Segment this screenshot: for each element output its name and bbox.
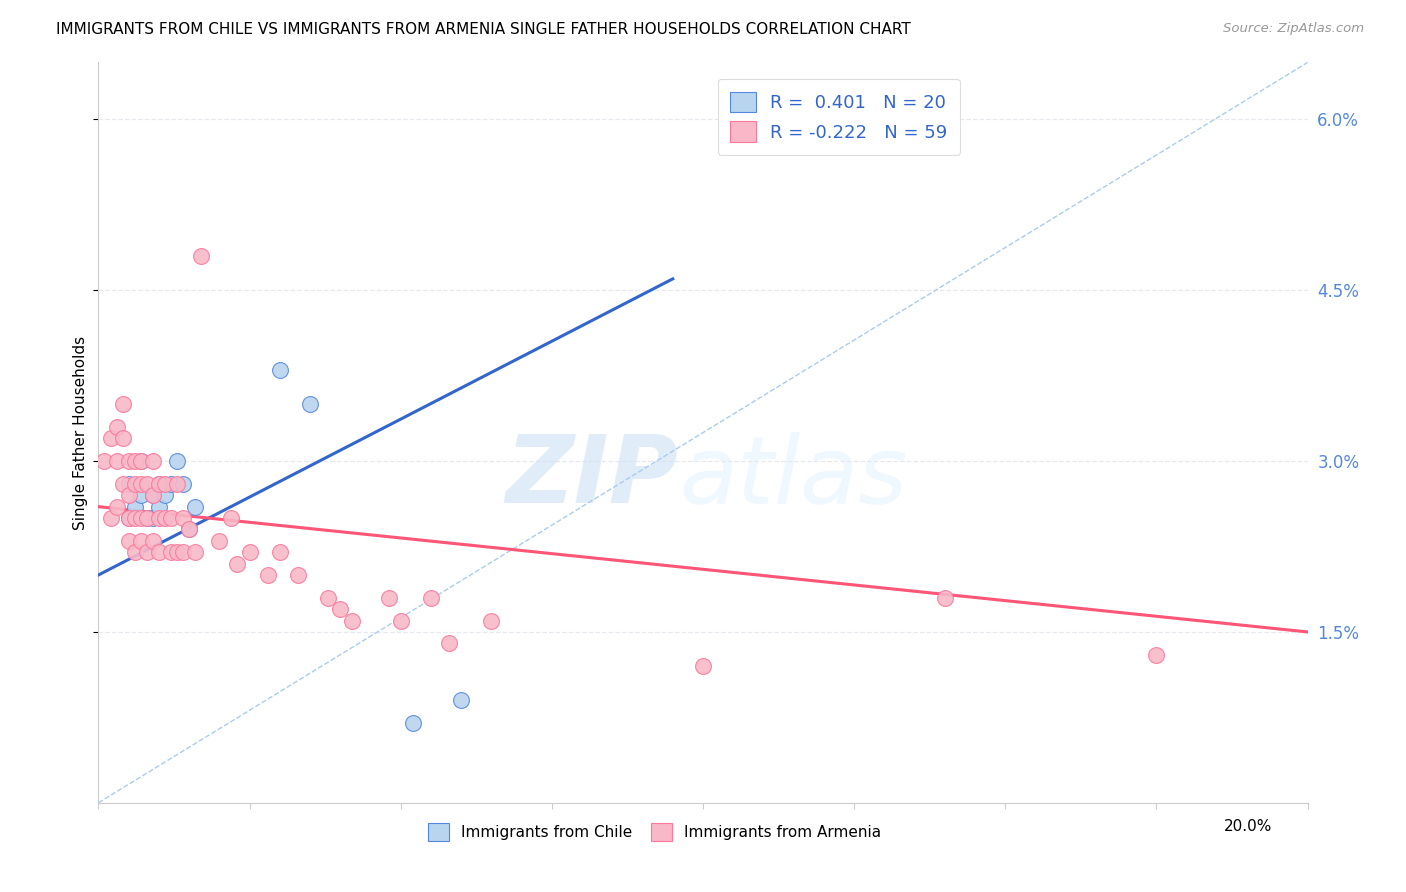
Point — [142, 533, 165, 548]
Text: atlas: atlas — [679, 432, 907, 523]
Point — [172, 476, 194, 491]
Point — [153, 511, 176, 525]
Point — [179, 523, 201, 537]
Point — [239, 545, 262, 559]
Point — [160, 476, 183, 491]
Point — [166, 476, 188, 491]
Point — [420, 591, 443, 605]
Point — [377, 591, 399, 605]
Point — [142, 454, 165, 468]
Point — [437, 636, 460, 650]
Point — [329, 602, 352, 616]
Point — [93, 454, 115, 468]
Y-axis label: Single Father Households: Single Father Households — [73, 335, 87, 530]
Point — [105, 500, 128, 514]
Point — [190, 249, 212, 263]
Point — [105, 420, 128, 434]
Point — [269, 363, 291, 377]
Point — [124, 454, 146, 468]
Text: ZIP: ZIP — [506, 431, 679, 523]
Point — [450, 693, 472, 707]
Point — [402, 716, 425, 731]
Point — [208, 533, 231, 548]
Point — [111, 397, 134, 411]
Text: 20.0%: 20.0% — [1225, 819, 1272, 834]
Point — [135, 511, 157, 525]
Point — [153, 476, 176, 491]
Point — [105, 454, 128, 468]
Point — [148, 545, 170, 559]
Point — [172, 511, 194, 525]
Point — [269, 545, 291, 559]
Point — [299, 397, 322, 411]
Point — [316, 591, 339, 605]
Point — [129, 488, 152, 502]
Point — [118, 488, 141, 502]
Point — [118, 476, 141, 491]
Point — [111, 431, 134, 445]
Point — [118, 533, 141, 548]
Point — [118, 511, 141, 525]
Point — [256, 568, 278, 582]
Point — [389, 614, 412, 628]
Point — [184, 500, 207, 514]
Point — [934, 591, 956, 605]
Point — [118, 511, 141, 525]
Point — [129, 454, 152, 468]
Point — [142, 488, 165, 502]
Point — [135, 476, 157, 491]
Text: IMMIGRANTS FROM CHILE VS IMMIGRANTS FROM ARMENIA SINGLE FATHER HOUSEHOLDS CORREL: IMMIGRANTS FROM CHILE VS IMMIGRANTS FROM… — [56, 22, 911, 37]
Point — [148, 511, 170, 525]
Point — [129, 476, 152, 491]
Point — [481, 614, 503, 628]
Point — [287, 568, 309, 582]
Point — [100, 431, 122, 445]
Point — [142, 511, 165, 525]
Point — [135, 545, 157, 559]
Point — [1144, 648, 1167, 662]
Point — [166, 454, 188, 468]
Point — [124, 511, 146, 525]
Point — [148, 500, 170, 514]
Point — [111, 476, 134, 491]
Point — [179, 523, 201, 537]
Point — [118, 454, 141, 468]
Point — [172, 545, 194, 559]
Point — [148, 476, 170, 491]
Point — [129, 533, 152, 548]
Point — [100, 511, 122, 525]
Point — [221, 511, 243, 525]
Point — [160, 545, 183, 559]
Text: Source: ZipAtlas.com: Source: ZipAtlas.com — [1223, 22, 1364, 36]
Point — [129, 511, 152, 525]
Point — [160, 511, 183, 525]
Point — [342, 614, 364, 628]
Point — [129, 454, 152, 468]
Point — [142, 488, 165, 502]
Point — [124, 476, 146, 491]
Point — [148, 476, 170, 491]
Legend: Immigrants from Chile, Immigrants from Armenia: Immigrants from Chile, Immigrants from A… — [422, 817, 887, 847]
Point — [184, 545, 207, 559]
Point — [153, 488, 176, 502]
Point — [692, 659, 714, 673]
Point — [135, 511, 157, 525]
Point — [166, 545, 188, 559]
Point — [124, 545, 146, 559]
Point — [226, 557, 249, 571]
Point — [124, 500, 146, 514]
